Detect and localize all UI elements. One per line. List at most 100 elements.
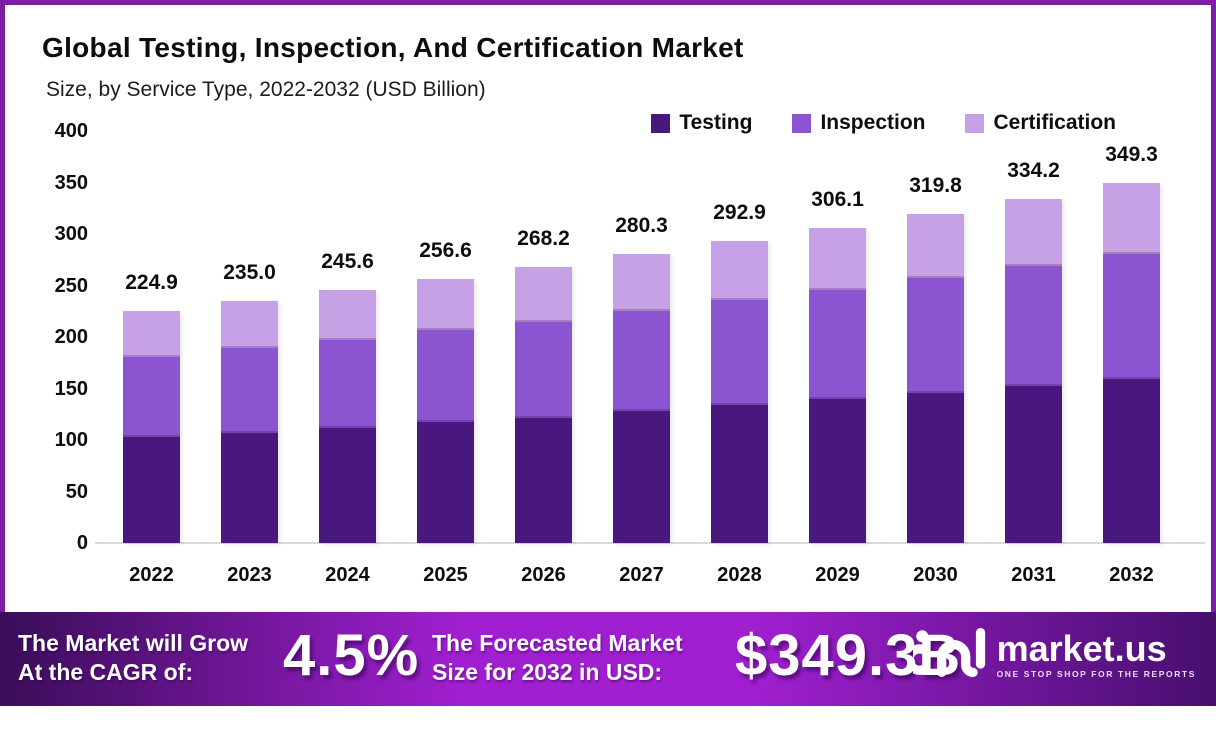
bar-total-label-2029: 306.1 [811,187,864,211]
x-axis-tick-label-2023: 2023 [227,564,272,586]
x-axis-tick-label-2024: 2024 [325,564,370,586]
bar-segment-certification-2026 [515,266,572,322]
bar-2025 [417,278,474,543]
bar-total-label-2026: 268.2 [517,226,570,250]
bar-total-label-2027: 280.3 [615,214,668,238]
marketus-logo: market.us ONE STOP SHOP FOR THE REPORTS [903,626,1196,683]
bar-segment-testing-2026 [515,417,572,543]
page-subtitle: Size, by Service Type, 2022-2032 (USD Bi… [46,78,486,101]
bar-segment-testing-2023 [221,432,278,543]
bar-2032 [1103,183,1160,543]
x-axis-tick-label-2032: 2032 [1109,564,1154,586]
bar-2029 [809,227,866,543]
bar-total-label-2025: 256.6 [419,238,472,262]
frame-border-right [1211,0,1216,612]
legend-item-certification: Certification [965,111,1116,135]
legend-item-testing: Testing [651,111,752,135]
x-axis-tick-label-2030: 2030 [913,564,958,586]
marketus-tagline: ONE STOP SHOP FOR THE REPORTS [996,668,1196,679]
footer-strip [0,706,1216,740]
bar-segment-testing-2027 [613,411,670,543]
marketus-brand-text: market.us [996,627,1167,669]
bar-total-label-2028: 292.9 [713,201,766,225]
bar-segment-certification-2030 [907,213,964,279]
legend-swatch-testing [651,113,671,133]
bar-segment-testing-2022 [123,436,180,543]
cagr-value: 4.5% [283,623,420,688]
y-axis-tick-label: 150 [54,377,88,400]
y-axis-tick-label: 400 [54,120,88,142]
x-axis-tick-label-2025: 2025 [423,564,468,586]
bar-segment-inspection-2025 [417,329,474,423]
bar-segment-testing-2024 [319,428,376,543]
bar-segment-testing-2031 [1005,385,1062,543]
x-axis-tick-label-2027: 2027 [619,564,664,586]
bar-segment-inspection-2022 [123,356,180,437]
forecast-label-line2: Size for 2032 in USD: [432,659,663,685]
legend-label: Inspection [820,111,926,134]
bar-segment-certification-2023 [221,300,278,349]
stacked-bar-chart: 0 50 100 150 200 250 300 350 400 224.9 2022 235.0 20… [54,120,1205,586]
bar-segment-certification-2025 [417,278,474,330]
bar-segment-inspection-2029 [809,289,866,400]
bar-segment-inspection-2031 [1005,266,1062,386]
bar-segment-certification-2029 [809,227,866,290]
bar-segment-certification-2032 [1103,183,1160,254]
cagr-label-line2: At the CAGR of: [18,659,194,685]
bar-total-label-2023: 235.0 [223,260,276,284]
frame-border-left [0,0,5,612]
legend-label: Certification [993,111,1116,134]
bar-2030 [907,213,964,543]
bar-segment-inspection-2023 [221,348,278,433]
bar-segment-inspection-2024 [319,339,376,429]
cagr-label: The Market will Grow At the CAGR of: [18,629,248,687]
bar-segment-inspection-2032 [1103,253,1160,379]
bar-segment-certification-2027 [613,254,670,311]
bar-segment-inspection-2028 [711,300,768,406]
bar-segment-inspection-2027 [613,310,670,412]
bar-segment-inspection-2030 [907,278,964,393]
y-axis-tick-label: 200 [54,326,88,348]
bar-total-label-2031: 334.2 [1007,158,1060,182]
x-axis-tick-label-2029: 2029 [815,564,860,586]
bar-segment-certification-2031 [1005,198,1062,267]
forecast-label: The Forecasted Market Size for 2032 in U… [432,629,683,687]
bar-segment-testing-2028 [711,405,768,543]
bar-2028 [711,241,768,543]
x-axis-line [95,542,1205,544]
bar-segment-testing-2030 [907,392,964,543]
y-axis-tick-label: 300 [54,223,88,245]
legend-item-inspection: Inspection [792,111,925,135]
bar-2024 [319,290,376,543]
frame-border-top [0,0,1216,5]
cagr-label-line1: The Market will Grow [18,630,249,656]
legend-swatch-inspection [792,113,812,133]
y-axis-tick-label: 350 [54,171,88,194]
y-axis-tick-label: 50 [65,480,88,503]
bar-segment-inspection-2026 [515,321,572,418]
bar-2023 [221,300,278,543]
chart-legend: Testing Inspection Certification [651,111,1116,135]
forecast-label-line1: The Forecasted Market [432,630,683,656]
bar-total-label-2022: 224.9 [125,271,178,295]
bar-2031 [1005,198,1062,543]
x-axis-tick-label-2031: 2031 [1011,564,1056,586]
x-axis-tick-label-2028: 2028 [717,564,762,586]
y-axis-tick-label: 0 [76,532,88,554]
bar-segment-testing-2025 [417,422,474,543]
bar-segment-certification-2028 [711,241,768,301]
bar-total-label-2030: 319.8 [909,173,962,197]
bar-segment-certification-2024 [319,290,376,340]
legend-swatch-certification [965,113,985,133]
legend-label: Testing [679,111,753,134]
page-title: Global Testing, Inspection, And Certific… [42,32,744,63]
bar-segment-testing-2029 [809,399,866,543]
x-axis-tick-label-2022: 2022 [129,564,174,586]
bar-total-label-2024: 245.6 [321,250,374,274]
bar-segment-certification-2022 [123,311,180,357]
bar-2027 [613,254,670,543]
bar-2022 [123,311,180,543]
marketus-logo-icon [903,626,987,683]
bar-segment-testing-2032 [1103,378,1160,543]
bar-total-label-2032: 349.3 [1105,143,1158,167]
